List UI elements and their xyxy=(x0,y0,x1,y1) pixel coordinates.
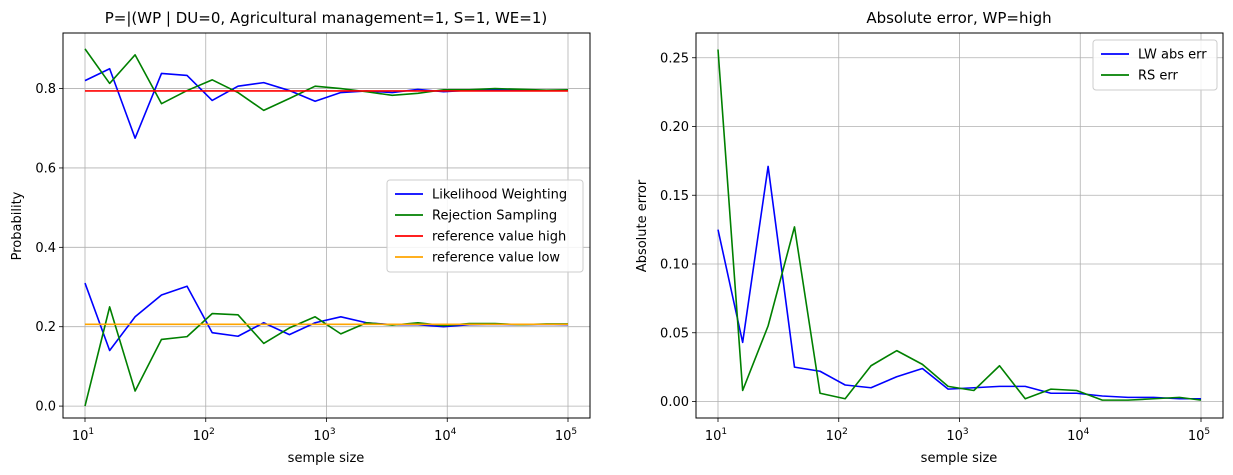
chart-title: Absolute error, WP=high xyxy=(866,9,1051,27)
y-tick-label: 0.2 xyxy=(35,320,56,335)
legend-label: Rejection Sampling xyxy=(432,209,557,224)
y-axis-label: Absolute error xyxy=(635,179,650,272)
x-tick-label: 105 xyxy=(1188,427,1210,444)
x-axis-ticks: 101 102 103 104 105 xyxy=(72,418,577,444)
x-tick-label: 104 xyxy=(1067,427,1090,444)
y-axis-ticks: 0.0 0.2 0.4 0.6 0.8 xyxy=(35,82,63,415)
x-tick-label: 102 xyxy=(826,427,848,444)
y-tick-label: 0.00 xyxy=(660,395,689,410)
series-line-rejection-sampling xyxy=(84,48,569,112)
chart-probability: P=|(WP | DU=0, Agricultural management=1… xyxy=(10,9,591,466)
x-tick-label: 102 xyxy=(193,427,215,444)
y-tick-label: 0.15 xyxy=(660,189,689,204)
series-lines xyxy=(717,49,1202,401)
x-tick-label: 101 xyxy=(705,427,727,444)
y-tick-label: 0.25 xyxy=(660,51,689,66)
x-tick-label: 104 xyxy=(434,427,457,444)
y-tick-label: 0.8 xyxy=(35,82,56,97)
x-axis-label: semple size xyxy=(921,451,998,466)
y-tick-label: 0.20 xyxy=(660,120,689,135)
x-tick-label: 103 xyxy=(946,427,968,444)
legend-box xyxy=(1092,39,1218,91)
legend: Likelihood Weighting Rejection Sampling re… xyxy=(386,179,584,273)
legend-label: Likelihood Weighting xyxy=(432,188,567,203)
series-line-rs-err xyxy=(717,49,1202,401)
x-tick-label: 101 xyxy=(72,427,94,444)
legend-label: reference value low xyxy=(432,251,560,266)
legend-label: reference value high xyxy=(432,230,566,245)
y-tick-label: 0.4 xyxy=(35,241,56,256)
y-tick-label: 0.05 xyxy=(660,326,689,341)
x-tick-label: 103 xyxy=(313,427,335,444)
legend-label: RS err xyxy=(1138,69,1179,84)
series-line-likelihood-weighting xyxy=(84,67,568,139)
y-tick-label: 0.0 xyxy=(35,400,56,415)
chart-title: P=|(WP | DU=0, Agricultural management=1… xyxy=(105,9,547,27)
series-lines xyxy=(84,48,569,407)
y-axis-label: Probability xyxy=(10,191,25,260)
y-axis-ticks: 0.00 0.05 0.10 0.15 0.20 0.25 xyxy=(660,51,696,410)
chart-absolute-error: Absolute error, WP=high 101 102 103 104 105 … xyxy=(635,9,1224,466)
y-tick-label: 0.6 xyxy=(35,161,56,176)
x-axis-label: semple size xyxy=(288,451,365,466)
y-tick-label: 0.10 xyxy=(660,258,689,273)
legend: LW abs err RS err xyxy=(1092,39,1218,91)
x-tick-label: 105 xyxy=(555,427,577,444)
x-axis-ticks: 101 102 103 104 105 xyxy=(705,418,1210,444)
legend-box xyxy=(386,179,584,273)
legend-label: LW abs err xyxy=(1138,48,1207,63)
